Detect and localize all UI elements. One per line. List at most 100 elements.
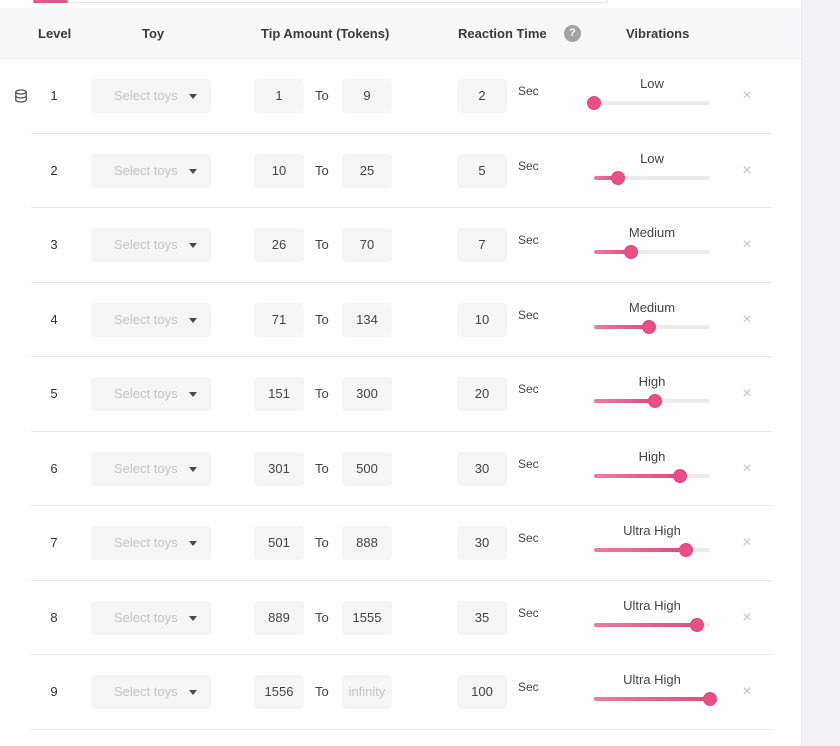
level-number: 9 bbox=[50, 684, 58, 699]
vibration-slider-thumb[interactable] bbox=[679, 544, 692, 556]
tip-from-input[interactable]: 10 bbox=[254, 153, 304, 188]
vibration-slider[interactable] bbox=[594, 544, 710, 556]
seconds-unit-label: Sec bbox=[518, 307, 539, 322]
toy-select[interactable]: Select toys bbox=[91, 675, 211, 709]
levels-table-body: 1 Select toys 1 To 9 2 Sec Low × 2 Select toys 10 To… bbox=[0, 59, 801, 730]
vibration-slider-thumb[interactable] bbox=[588, 97, 600, 109]
close-icon[interactable]: × bbox=[742, 534, 752, 551]
table-row: 9 Select toys 1556 To infinity 100 Sec Ultra Hi… bbox=[0, 655, 801, 730]
level-number: 2 bbox=[50, 162, 58, 178]
table-header: Level Toy Tip Amount (Tokens) Reaction T… bbox=[0, 8, 801, 59]
reaction-time-input[interactable]: 10 bbox=[457, 302, 507, 337]
caret-down-icon bbox=[189, 392, 197, 397]
reaction-time-input[interactable]: 7 bbox=[457, 228, 507, 262]
reaction-time-input[interactable]: 2 bbox=[457, 79, 507, 113]
tip-to-input[interactable]: 25 bbox=[342, 153, 392, 188]
tip-to-input[interactable]: 9 bbox=[342, 79, 392, 113]
vibration-level-label: Medium bbox=[628, 299, 676, 315]
close-icon[interactable]: × bbox=[742, 385, 752, 402]
vibration-slider-thumb[interactable] bbox=[704, 693, 716, 705]
to-label: To bbox=[315, 237, 329, 252]
table-row: 3 Select toys 26 To 70 7 Sec Medium × bbox=[0, 208, 801, 283]
table-row: 6 Select toys 301 To 500 30 Sec High × bbox=[0, 432, 801, 507]
tip-to-input[interactable]: 500 bbox=[342, 451, 392, 486]
vibration-slider[interactable] bbox=[594, 469, 710, 482]
vibration-slider-thumb[interactable] bbox=[612, 171, 625, 184]
vibration-slider[interactable] bbox=[588, 97, 710, 109]
tip-from-input[interactable]: 301 bbox=[254, 451, 304, 486]
tip-to-input[interactable]: 1555 bbox=[342, 600, 392, 635]
vibration-level-label: Low bbox=[640, 76, 664, 91]
reaction-time-input[interactable]: 20 bbox=[457, 377, 507, 411]
vibration-slider[interactable] bbox=[594, 320, 710, 333]
help-icon[interactable]: ? bbox=[564, 25, 581, 42]
active-tab-indicator bbox=[33, 0, 68, 3]
close-icon[interactable]: × bbox=[742, 683, 752, 700]
vibration-level-label: Ultra High bbox=[623, 672, 681, 687]
vibration-level-label: Medium bbox=[628, 225, 676, 240]
vibration-slider[interactable] bbox=[594, 171, 710, 184]
reaction-time-input[interactable]: 5 bbox=[457, 153, 507, 188]
vibration-slider-fill bbox=[594, 548, 686, 552]
toy-select[interactable]: Select toys bbox=[91, 600, 211, 635]
tip-from-input[interactable]: 1 bbox=[254, 79, 304, 113]
tip-from-input[interactable]: 26 bbox=[254, 228, 304, 262]
to-label: To bbox=[315, 460, 329, 476]
tip-from-input[interactable]: 151 bbox=[254, 377, 304, 411]
column-header-tip-amount: Tip Amount (Tokens) bbox=[261, 26, 390, 41]
vibration-slider[interactable] bbox=[594, 395, 710, 407]
toy-select[interactable]: Select toys bbox=[91, 228, 211, 262]
vibration-slider-thumb[interactable] bbox=[673, 469, 686, 482]
close-icon[interactable]: × bbox=[742, 87, 752, 104]
tip-from-input[interactable]: 71 bbox=[254, 302, 304, 337]
close-icon[interactable]: × bbox=[742, 236, 752, 253]
close-icon[interactable]: × bbox=[742, 459, 752, 477]
tip-from-input[interactable]: 501 bbox=[254, 526, 304, 560]
toy-select[interactable]: Select toys bbox=[91, 451, 211, 486]
vibration-level-label: High bbox=[638, 374, 666, 389]
caret-down-icon bbox=[189, 690, 197, 695]
tip-from-input[interactable]: 889 bbox=[254, 600, 304, 635]
vibration-slider-thumb[interactable] bbox=[691, 618, 704, 631]
tip-to-input[interactable]: 70 bbox=[342, 228, 392, 262]
close-icon[interactable]: × bbox=[742, 310, 752, 328]
level-number: 3 bbox=[50, 237, 58, 252]
vibration-slider[interactable] bbox=[594, 693, 716, 705]
vibration-slider-thumb[interactable] bbox=[625, 246, 638, 258]
reaction-time-input[interactable]: 30 bbox=[457, 451, 507, 486]
level-number: 8 bbox=[50, 609, 58, 625]
toy-select[interactable]: Select toys bbox=[91, 153, 211, 188]
reaction-time-input[interactable]: 35 bbox=[457, 600, 507, 635]
caret-down-icon bbox=[189, 541, 197, 546]
tip-to-input[interactable]: 300 bbox=[342, 377, 392, 411]
vibration-slider-fill bbox=[594, 175, 619, 180]
seconds-unit-label: Sec bbox=[518, 233, 539, 247]
toy-select[interactable]: Select toys bbox=[91, 526, 211, 560]
tip-to-input[interactable]: 888 bbox=[342, 526, 392, 560]
tab-divider bbox=[68, 2, 608, 3]
table-row: 4 Select toys 71 To 134 10 Sec Medium × bbox=[0, 283, 801, 358]
close-icon[interactable]: × bbox=[742, 161, 752, 179]
toy-select-placeholder: Select toys bbox=[114, 460, 178, 476]
vibration-slider-fill bbox=[594, 697, 710, 701]
tip-to-input[interactable]: 134 bbox=[342, 302, 392, 337]
to-label: To bbox=[315, 535, 329, 550]
vibration-slider[interactable] bbox=[594, 618, 710, 631]
vibration-slider-thumb[interactable] bbox=[642, 320, 655, 333]
tip-to-input[interactable]: infinity bbox=[342, 675, 392, 709]
tip-from-input[interactable]: 1556 bbox=[254, 675, 304, 709]
vibration-slider-thumb[interactable] bbox=[649, 395, 662, 407]
toy-select[interactable]: Select toys bbox=[91, 79, 211, 113]
seconds-unit-label: Sec bbox=[518, 531, 539, 545]
database-icon[interactable] bbox=[14, 89, 28, 103]
toy-select[interactable]: Select toys bbox=[91, 377, 211, 411]
close-icon[interactable]: × bbox=[742, 608, 752, 626]
seconds-unit-label: Sec bbox=[518, 382, 539, 396]
vibration-slider[interactable] bbox=[594, 246, 710, 258]
reaction-time-input[interactable]: 30 bbox=[457, 526, 507, 560]
toy-select-placeholder: Select toys bbox=[114, 386, 178, 401]
vibration-level-label: Low bbox=[640, 150, 664, 166]
tab-divider-end bbox=[607, 0, 608, 3]
toy-select[interactable]: Select toys bbox=[91, 302, 211, 337]
reaction-time-input[interactable]: 100 bbox=[457, 675, 507, 709]
